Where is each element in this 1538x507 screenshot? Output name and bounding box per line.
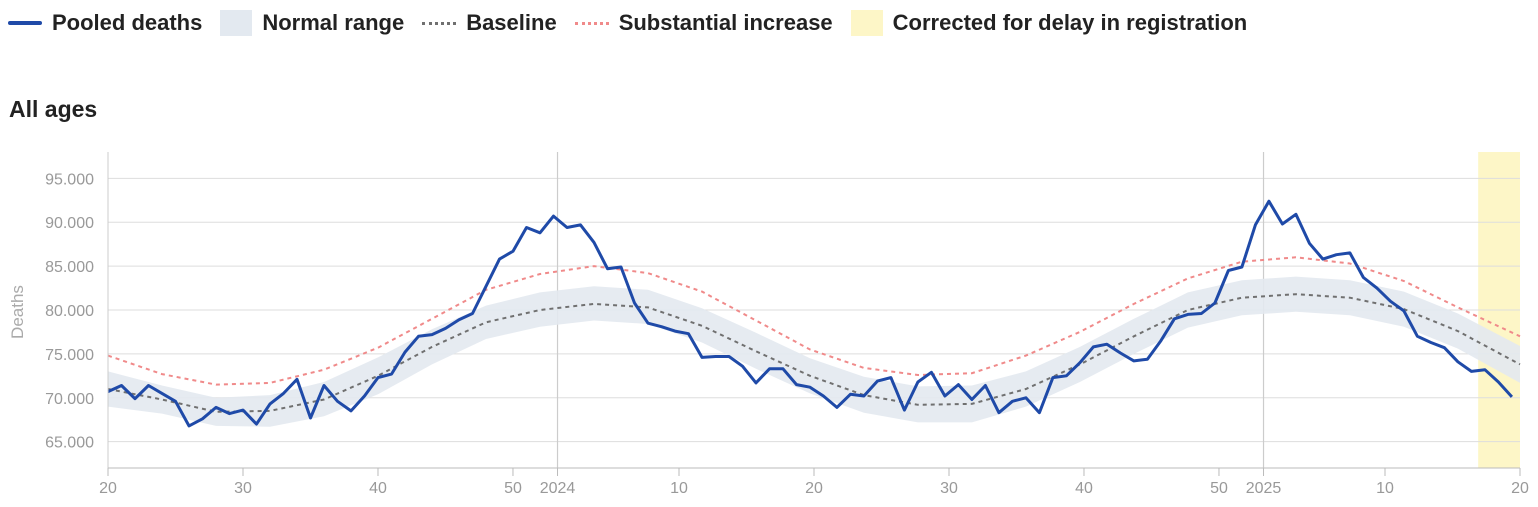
legend-label-pooled-deaths: Pooled deaths	[52, 10, 203, 35]
x-tick-label: 50	[504, 480, 522, 497]
x-tick-label: 2024	[540, 480, 576, 497]
x-tick-label: 40	[369, 480, 387, 497]
axes-group: 65.000 70.000 75.000 80.000 85.000 90.000 95.0…	[45, 152, 1529, 497]
legend-label-substantial-increase: Substantial increase	[618, 10, 833, 35]
legend-swatch-corrected	[850, 10, 883, 36]
gridlines-group	[108, 152, 1520, 468]
x-tick-label: 50	[1210, 480, 1228, 497]
x-tick-label: 20	[805, 480, 823, 497]
x-tick-label: 30	[940, 480, 958, 497]
pooled-deaths-line	[107, 199, 1514, 428]
y-axis-label: Deaths	[8, 285, 27, 339]
legend-item-corrected[interactable]: Corrected for delay in registration	[850, 10, 1248, 36]
y-tick-label: 80.000	[45, 303, 94, 320]
legend-swatch-substantial-increase	[574, 21, 609, 25]
normal-range-band	[108, 276, 1520, 427]
legend-swatch-normal-range	[220, 10, 253, 36]
x-tick-label: 2025	[1246, 480, 1282, 497]
legend-item-pooled-deaths[interactable]: Pooled deaths	[8, 10, 202, 36]
y-tick-label: 85.000	[45, 259, 94, 276]
y-tick-label: 75.000	[45, 347, 94, 364]
chart-legend: Pooled deaths Normal range Baseline Subs…	[8, 8, 1265, 38]
x-tick-label: 20	[1511, 480, 1529, 497]
legend-label-corrected: Corrected for delay in registration	[892, 10, 1248, 35]
substantial-increase-line	[107, 256, 1521, 386]
x-tick-label: 10	[1376, 480, 1394, 497]
legend-item-baseline[interactable]: Baseline	[422, 10, 557, 36]
x-tick-label: 30	[234, 480, 252, 497]
series-group	[107, 199, 1521, 428]
legend-label-normal-range: Normal range	[262, 10, 405, 35]
x-tick-label: 20	[99, 480, 117, 497]
legend-item-substantial-increase[interactable]: Substantial increase	[574, 10, 833, 36]
normal-range-group	[108, 276, 1520, 427]
y-tick-label: 95.000	[45, 171, 94, 188]
legend-item-normal-range[interactable]: Normal range	[220, 10, 404, 36]
y-tick-label: 65.000	[45, 435, 94, 452]
legend-label-baseline: Baseline	[466, 10, 557, 35]
baseline-line	[107, 293, 1521, 413]
legend-swatch-pooled-deaths	[8, 21, 42, 25]
deaths-line-chart: 65.000 70.000 75.000 80.000 85.000 90.000 95.0…	[8, 152, 1529, 497]
x-tick-label: 10	[670, 480, 688, 497]
section-title: All ages	[9, 96, 98, 122]
x-tick-label: 40	[1075, 480, 1093, 497]
y-tick-label: 90.000	[45, 215, 94, 232]
legend-swatch-baseline	[422, 21, 457, 25]
y-tick-label: 70.000	[45, 391, 94, 408]
